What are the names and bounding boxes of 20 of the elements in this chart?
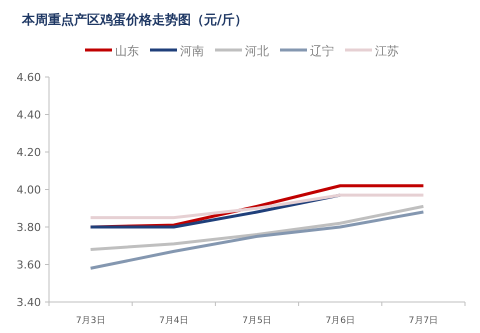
legend-label: 山东 (115, 44, 139, 58)
y-tick-label: 3.40 (16, 296, 41, 309)
y-tick-label: 3.80 (16, 221, 41, 234)
legend-label: 江苏 (375, 44, 399, 58)
y-tick-label: 4.40 (16, 108, 41, 122)
line-series (89, 204, 425, 251)
y-tick-label: 4.20 (16, 146, 41, 159)
x-tick-label: 7月4日 (159, 316, 189, 326)
line-series (89, 210, 425, 270)
x-tick-label: 7月5日 (242, 316, 272, 326)
y-tick-label: 4.60 (16, 71, 41, 84)
chart-title: 本周重点产区鸡蛋价格走势图（元/斤） (21, 12, 248, 28)
x-tick-label: 7月3日 (76, 316, 106, 326)
legend-label: 辽宁 (310, 44, 334, 58)
y-tick-label: 4.00 (16, 184, 41, 196)
legend-label: 河南 (180, 44, 204, 58)
y-tick-label: 3.60 (16, 258, 41, 272)
x-tick-label: 7月6日 (325, 316, 355, 326)
legend-label: 河北 (245, 44, 269, 58)
x-tick-label: 7月7日 (408, 316, 438, 326)
